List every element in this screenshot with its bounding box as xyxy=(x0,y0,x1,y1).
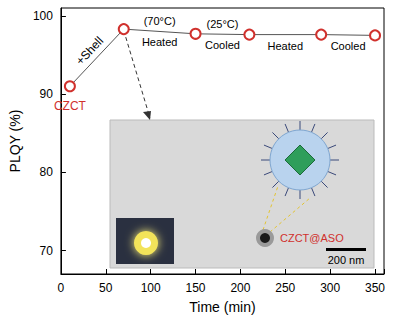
svg-text:100: 100 xyxy=(141,281,161,295)
svg-text:Cooled: Cooled xyxy=(331,40,366,52)
svg-text:Time (min): Time (min) xyxy=(189,299,255,315)
svg-text:80: 80 xyxy=(40,165,54,179)
svg-text:200 nm: 200 nm xyxy=(328,254,365,266)
svg-text:CZCT: CZCT xyxy=(54,99,87,113)
svg-text:(70°C): (70°C) xyxy=(144,15,176,27)
svg-text:Heated: Heated xyxy=(268,40,303,52)
svg-text:0: 0 xyxy=(58,281,65,295)
svg-text:200: 200 xyxy=(230,281,250,295)
svg-text:250: 250 xyxy=(275,281,295,295)
svg-text:(25°C): (25°C) xyxy=(207,18,239,30)
svg-text:70: 70 xyxy=(40,244,54,258)
svg-text:Cooled: Cooled xyxy=(205,39,240,51)
svg-text:100: 100 xyxy=(33,9,53,23)
svg-text:CZCT@ASO: CZCT@ASO xyxy=(280,232,344,244)
svg-text:300: 300 xyxy=(320,281,340,295)
svg-text:90: 90 xyxy=(40,87,54,101)
svg-text:+Shell: +Shell xyxy=(73,34,106,68)
svg-text:150: 150 xyxy=(186,281,206,295)
svg-text:350: 350 xyxy=(365,281,385,295)
svg-text:50: 50 xyxy=(99,281,113,295)
svg-text:PLQY (%): PLQY (%) xyxy=(7,110,23,173)
svg-text:Heated: Heated xyxy=(142,36,177,48)
